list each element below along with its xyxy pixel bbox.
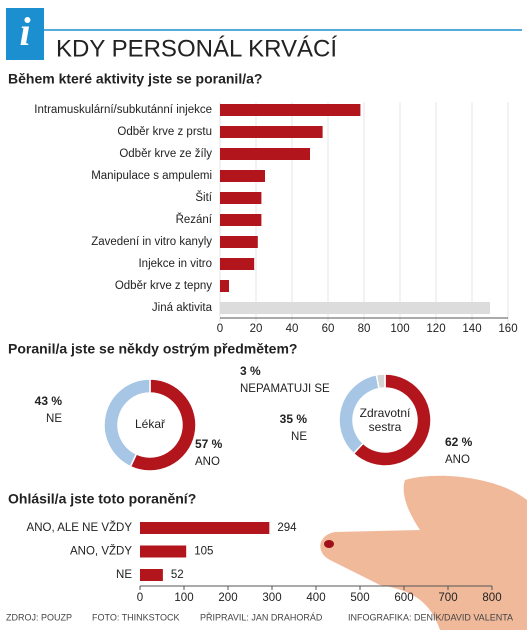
category-label: Odběr krve z tepny bbox=[115, 280, 212, 292]
bar bbox=[220, 192, 262, 204]
x-tick-label: 500 bbox=[350, 592, 369, 604]
bar bbox=[220, 258, 255, 270]
category-label: Řezání bbox=[176, 213, 213, 226]
header-title: KDY PERSONÁL KRVÁCÍ bbox=[56, 35, 337, 62]
info-letter: i bbox=[19, 9, 30, 54]
slice-value-label: 43 % bbox=[35, 394, 63, 408]
x-tick-label: 120 bbox=[426, 323, 445, 335]
x-tick-label: 0 bbox=[137, 592, 143, 604]
question-title: Ohlásil/a jste toto poranění? bbox=[8, 491, 196, 507]
bar bbox=[220, 236, 258, 248]
x-tick-label: 300 bbox=[262, 592, 281, 604]
footer-credit: INFOGRAFIKA: DENÍK/DAVID VALENTA bbox=[348, 612, 513, 622]
donut-center-label: Zdravotní sestra bbox=[359, 406, 411, 434]
bar bbox=[220, 302, 490, 314]
x-tick-label: 100 bbox=[174, 592, 193, 604]
category-label: Zavedení in vitro kanyly bbox=[91, 236, 212, 248]
x-tick-label: 400 bbox=[306, 592, 325, 604]
category-label: Intramuskulární/subkutánní injekce bbox=[34, 104, 212, 116]
donut-center-label: Lékař bbox=[134, 417, 166, 431]
x-tick-label: 140 bbox=[462, 323, 481, 335]
footer-credit: ZDROJ: POUZP bbox=[6, 612, 72, 622]
x-tick-label: 20 bbox=[250, 323, 263, 335]
bar bbox=[220, 148, 310, 160]
slice-category-label: NEPAMATUJI SE bbox=[240, 383, 330, 395]
slice-value-label: 35 % bbox=[280, 412, 308, 426]
blood-drop bbox=[324, 540, 334, 548]
category-label: ANO, ALE NE VŽDY bbox=[27, 521, 133, 534]
slice-category-label: NE bbox=[46, 413, 62, 425]
slice-value-label: 62 % bbox=[445, 435, 473, 449]
x-tick-label: 100 bbox=[390, 323, 409, 335]
x-tick-label: 600 bbox=[394, 592, 413, 604]
donut-slice bbox=[375, 373, 386, 390]
category-label: ANO, VŽDY bbox=[70, 545, 132, 558]
slice-category-label: NE bbox=[291, 431, 307, 443]
bar bbox=[220, 214, 262, 226]
x-tick-label: 800 bbox=[482, 592, 501, 604]
bar bbox=[220, 280, 229, 292]
bar bbox=[140, 569, 163, 581]
x-tick-label: 60 bbox=[322, 323, 335, 335]
slice-value-label: 57 % bbox=[195, 437, 223, 451]
bar bbox=[220, 170, 265, 182]
category-label: Injekce in vitro bbox=[138, 258, 212, 270]
question-title: Poranil/a jste se někdy ostrým předmětem… bbox=[8, 341, 297, 357]
question-title: Během které aktivity jste se poranil/a? bbox=[8, 71, 262, 87]
category-label: Manipulace s ampulemi bbox=[91, 170, 212, 182]
bar bbox=[220, 126, 323, 138]
donut-slice bbox=[103, 378, 151, 468]
x-tick-label: 700 bbox=[438, 592, 457, 604]
footer-credit: PŘIPRAVIL: JAN DRAHORÁD bbox=[200, 612, 323, 622]
x-tick-label: 160 bbox=[498, 323, 517, 335]
donut-slice bbox=[129, 378, 197, 472]
value-label: 105 bbox=[194, 546, 213, 558]
category-label: Jiná aktivita bbox=[152, 302, 213, 314]
value-label: 52 bbox=[171, 569, 184, 581]
category-label: Šití bbox=[195, 191, 212, 204]
slice-category-label: ANO bbox=[445, 454, 470, 466]
bar bbox=[140, 522, 270, 534]
value-label: 294 bbox=[277, 522, 297, 534]
x-tick-label: 40 bbox=[286, 323, 299, 335]
donut-slice bbox=[352, 373, 432, 467]
x-tick-label: 80 bbox=[358, 323, 371, 335]
hand-photo bbox=[320, 475, 527, 630]
category-label: Odběr krve z prstu bbox=[117, 126, 212, 138]
x-tick-label: 0 bbox=[217, 323, 223, 335]
slice-category-label: ANO bbox=[195, 456, 220, 468]
slice-value-label: 3 % bbox=[240, 364, 261, 378]
bar bbox=[140, 545, 187, 558]
x-tick-label: 200 bbox=[218, 592, 237, 604]
info-icon bbox=[6, 8, 44, 60]
bar bbox=[220, 104, 361, 116]
footer-credit: FOTO: THINKSTOCK bbox=[92, 612, 180, 622]
category-label: Odběr krve ze žíly bbox=[119, 148, 212, 160]
category-label: NE bbox=[116, 569, 132, 581]
